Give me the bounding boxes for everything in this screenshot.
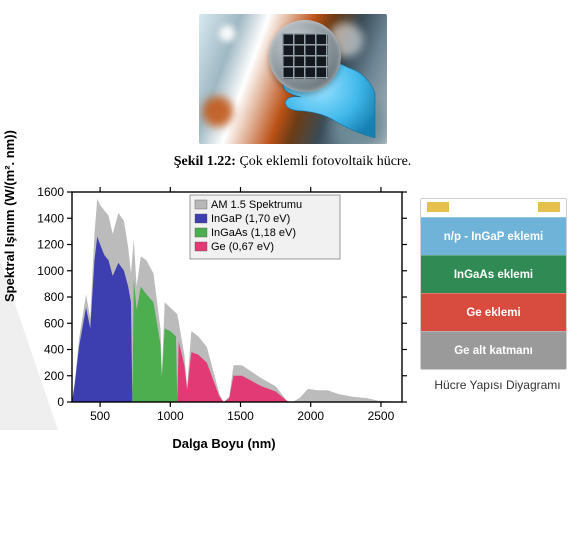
svg-text:600: 600 (44, 316, 64, 330)
cell-stack-diagram: n/p - InGaP eklemiInGaAs eklemiGe eklemi… (420, 198, 575, 392)
stack-layer: n/p - InGaP eklemi (421, 217, 566, 255)
stack-layer: InGaAs eklemi (421, 255, 566, 293)
svg-text:2000: 2000 (297, 409, 324, 423)
stack-caption: Hücre Yapısı Diyagramı (420, 378, 575, 392)
svg-text:2500: 2500 (368, 409, 395, 423)
svg-text:InGaP (1,70 eV): InGaP (1,70 eV) (211, 213, 290, 225)
svg-text:200: 200 (44, 369, 64, 383)
svg-text:0: 0 (57, 395, 64, 409)
figure-caption-text: Çok eklemli fotovoltaik hücre. (236, 154, 411, 169)
stack-layer: Ge alt katmanı (421, 331, 566, 369)
svg-text:Ge (0,67 eV): Ge (0,67 eV) (211, 241, 274, 253)
chart-svg: 0 200 400 600 800 1000 1200 1400 1600 500 1000 1500… (14, 184, 410, 432)
svg-text:1000: 1000 (37, 264, 64, 278)
wafer (269, 20, 341, 92)
chart-xlabel: Dalga Boyu (nm) (38, 436, 410, 451)
spectrum-chart: Spektral Işınım (W/(m². nm)) 02004006008… (8, 184, 410, 451)
figure-label: Şekil 1.22: (174, 154, 236, 169)
svg-text:AM 1.5 Spektrumu: AM 1.5 Spektrumu (211, 199, 302, 211)
svg-text:1400: 1400 (37, 211, 64, 225)
svg-text:1200: 1200 (37, 238, 64, 252)
chart-ylabel: Spektral Işınım (W/(m². nm)) (2, 130, 17, 302)
svg-text:1000: 1000 (157, 409, 184, 423)
stack-layer: Ge eklemi (421, 293, 566, 331)
svg-text:InGaAs (1,18 eV): InGaAs (1,18 eV) (211, 227, 296, 239)
figure-caption: Şekil 1.22: Çok eklemli fotovoltaik hücr… (0, 154, 585, 170)
cell-stack: n/p - InGaP eklemiInGaAs eklemiGe eklemi… (420, 198, 567, 370)
figure-photo (199, 14, 387, 144)
solar-cell-grid (282, 33, 328, 79)
svg-text:1600: 1600 (37, 185, 64, 199)
svg-text:800: 800 (44, 290, 64, 304)
svg-text:500: 500 (90, 409, 110, 423)
top-contacts (421, 199, 566, 217)
svg-text:1500: 1500 (227, 409, 254, 423)
svg-text:400: 400 (44, 343, 64, 357)
